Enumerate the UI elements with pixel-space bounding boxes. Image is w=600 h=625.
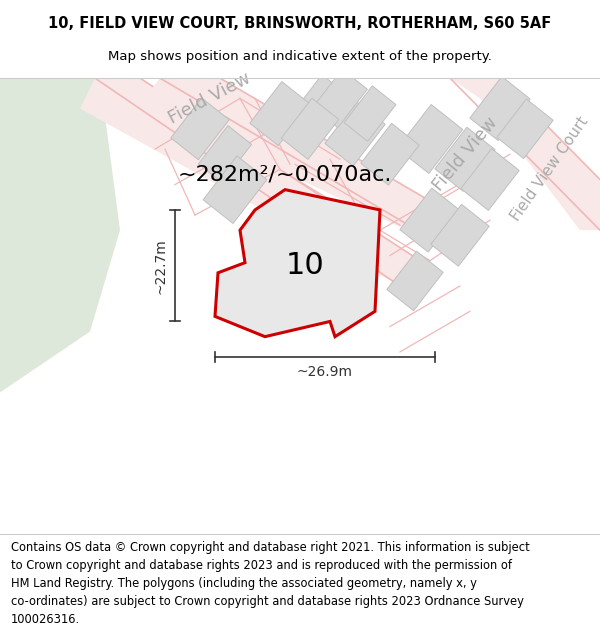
Polygon shape xyxy=(203,156,267,224)
Text: ~22.7m: ~22.7m xyxy=(153,238,167,294)
Text: 10: 10 xyxy=(286,251,325,280)
Polygon shape xyxy=(450,78,600,230)
Polygon shape xyxy=(250,82,310,146)
Polygon shape xyxy=(344,86,396,141)
Polygon shape xyxy=(140,78,480,256)
Text: Map shows position and indicative extent of the property.: Map shows position and indicative extent… xyxy=(108,50,492,62)
Polygon shape xyxy=(397,104,463,173)
Polygon shape xyxy=(431,204,489,266)
Polygon shape xyxy=(0,78,120,392)
Text: Field View Court: Field View Court xyxy=(508,114,592,224)
Polygon shape xyxy=(215,189,380,337)
Text: ~26.9m: ~26.9m xyxy=(297,365,353,379)
Polygon shape xyxy=(400,188,460,252)
Polygon shape xyxy=(387,251,443,311)
Polygon shape xyxy=(325,102,385,166)
Polygon shape xyxy=(80,78,420,286)
Polygon shape xyxy=(313,69,367,128)
Text: 10, FIELD VIEW COURT, BRINSWORTH, ROTHERHAM, S60 5AF: 10, FIELD VIEW COURT, BRINSWORTH, ROTHER… xyxy=(49,16,551,31)
Polygon shape xyxy=(361,123,419,185)
Polygon shape xyxy=(281,98,339,159)
Polygon shape xyxy=(171,98,229,160)
Polygon shape xyxy=(288,75,352,142)
Text: Contains OS data © Crown copyright and database right 2021. This information is : Contains OS data © Crown copyright and d… xyxy=(11,541,530,625)
Polygon shape xyxy=(461,149,519,211)
Polygon shape xyxy=(470,76,530,141)
Text: Field View: Field View xyxy=(429,114,501,194)
Polygon shape xyxy=(199,126,251,182)
Polygon shape xyxy=(497,99,553,159)
Text: Field View: Field View xyxy=(166,69,254,128)
Text: ~282m²/~0.070ac.: ~282m²/~0.070ac. xyxy=(178,164,392,184)
Polygon shape xyxy=(435,127,495,191)
